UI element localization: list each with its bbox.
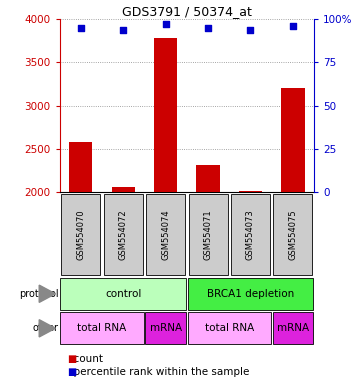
Bar bbox=[145, 313, 186, 344]
Text: control: control bbox=[105, 289, 142, 299]
Text: GSM554070: GSM554070 bbox=[76, 209, 85, 260]
Text: BRCA1 depletion: BRCA1 depletion bbox=[207, 289, 294, 299]
Bar bbox=[188, 278, 313, 310]
Bar bbox=[273, 194, 312, 275]
Point bbox=[205, 25, 211, 31]
Bar bbox=[273, 313, 313, 344]
Point bbox=[290, 23, 296, 29]
Bar bbox=[60, 313, 144, 344]
Bar bbox=[112, 187, 135, 192]
Bar bbox=[231, 194, 270, 275]
Point bbox=[78, 25, 84, 31]
Bar bbox=[188, 313, 271, 344]
Point bbox=[120, 26, 126, 33]
Bar bbox=[239, 191, 262, 192]
Bar bbox=[188, 194, 227, 275]
Point bbox=[248, 26, 253, 33]
Text: total RNA: total RNA bbox=[205, 323, 254, 333]
Title: GDS3791 / 50374_at: GDS3791 / 50374_at bbox=[122, 5, 252, 18]
Text: total RNA: total RNA bbox=[77, 323, 127, 333]
Text: GSM554075: GSM554075 bbox=[288, 209, 297, 260]
Bar bbox=[281, 88, 305, 192]
Polygon shape bbox=[39, 319, 55, 337]
Polygon shape bbox=[39, 285, 55, 303]
Text: GSM554074: GSM554074 bbox=[161, 209, 170, 260]
Text: other: other bbox=[33, 323, 59, 333]
Bar bbox=[61, 194, 100, 275]
Text: mRNA: mRNA bbox=[277, 323, 309, 333]
Bar bbox=[146, 194, 185, 275]
Text: GSM554073: GSM554073 bbox=[246, 209, 255, 260]
Bar bbox=[154, 38, 177, 192]
Point bbox=[163, 22, 169, 28]
Text: count: count bbox=[67, 354, 103, 364]
Text: protocol: protocol bbox=[19, 289, 59, 299]
Text: GSM554072: GSM554072 bbox=[119, 209, 128, 260]
Bar bbox=[69, 142, 92, 192]
Text: mRNA: mRNA bbox=[149, 323, 182, 333]
Text: GSM554071: GSM554071 bbox=[204, 209, 213, 260]
Bar bbox=[104, 194, 143, 275]
Text: percentile rank within the sample: percentile rank within the sample bbox=[67, 367, 249, 377]
Text: ■: ■ bbox=[67, 354, 76, 364]
Text: ■: ■ bbox=[67, 367, 76, 377]
Bar bbox=[196, 165, 220, 192]
Bar bbox=[60, 278, 186, 310]
